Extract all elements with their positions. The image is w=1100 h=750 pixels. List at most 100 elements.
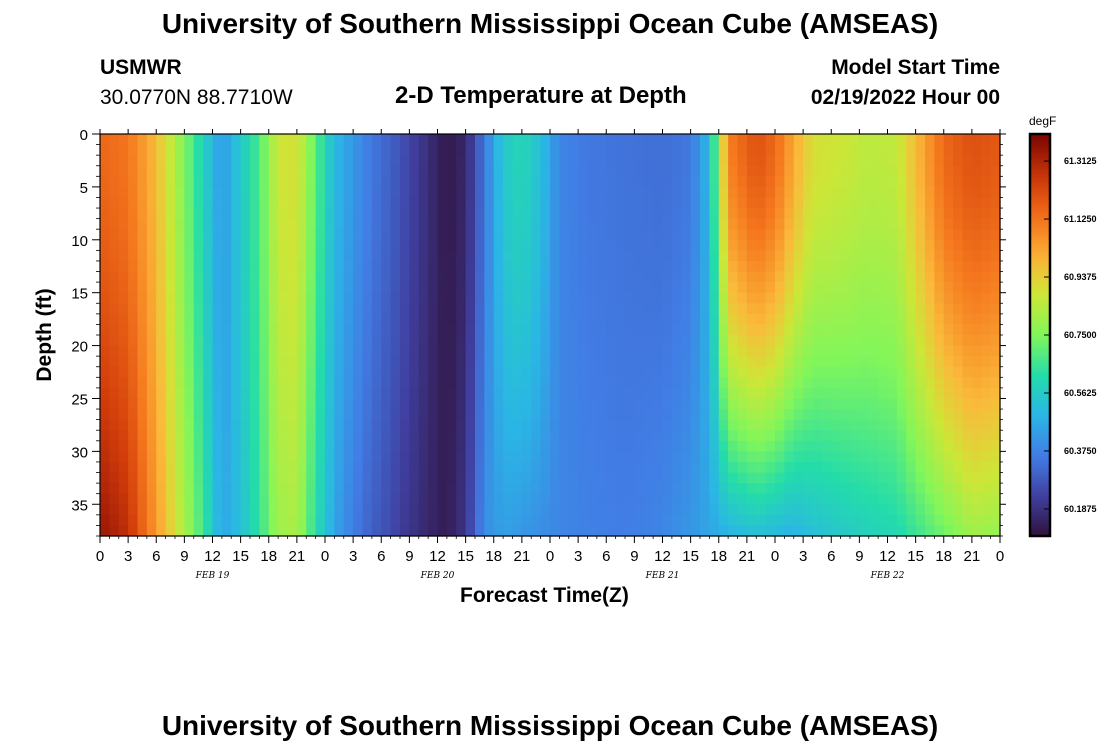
heatmap-cell — [512, 292, 523, 304]
heatmap-cell — [465, 387, 476, 400]
heatmap-cell — [671, 366, 682, 378]
heatmap-cell — [400, 504, 410, 516]
heatmap-cell — [531, 419, 542, 431]
heatmap-cell — [887, 398, 898, 410]
heatmap-cell — [306, 504, 317, 516]
heatmap-cell — [278, 366, 289, 378]
heatmap-cell — [381, 504, 392, 516]
heatmap-cell — [578, 440, 589, 452]
heatmap-cell — [156, 292, 167, 304]
heatmap-cell — [409, 165, 420, 177]
heatmap-cell — [531, 451, 542, 463]
heatmap-cell — [343, 250, 354, 262]
heatmap-cell — [568, 472, 579, 484]
heatmap-cell — [540, 335, 551, 347]
heatmap-cell — [437, 472, 448, 484]
heatmap-cell — [878, 313, 889, 326]
heatmap-cell — [334, 208, 345, 220]
x-tick-label: 0 — [771, 548, 779, 565]
heatmap-cell — [353, 144, 364, 156]
heatmap-cell — [128, 134, 139, 146]
heatmap-cell — [596, 229, 607, 241]
heatmap-cell — [231, 398, 242, 410]
heatmap-cell — [250, 208, 260, 220]
heatmap-cell — [737, 260, 748, 273]
heatmap-cell — [812, 313, 823, 326]
heatmap-cell — [531, 387, 542, 400]
heatmap-cell — [671, 451, 682, 463]
heatmap-cell — [662, 451, 673, 463]
heatmap-cell — [634, 313, 645, 326]
heatmap-cell — [700, 398, 710, 410]
heatmap-cell — [221, 165, 232, 177]
heatmap-cell — [596, 313, 607, 326]
heatmap-cell — [493, 303, 504, 315]
heatmap-cell — [287, 461, 298, 474]
heatmap-cell — [353, 186, 364, 199]
heatmap-cell — [765, 218, 776, 230]
heatmap-cell — [718, 377, 729, 389]
heatmap-cell — [315, 525, 326, 537]
heatmap-cell — [971, 514, 982, 527]
heatmap-cell — [934, 165, 945, 177]
heatmap-cell — [840, 176, 851, 188]
heatmap-cell — [100, 514, 110, 527]
heatmap-cell — [793, 377, 804, 389]
heatmap-cell — [156, 483, 167, 495]
heatmap-cell — [568, 419, 579, 431]
heatmap-cell — [981, 377, 992, 389]
heatmap-cell — [343, 313, 354, 326]
heatmap-cell — [400, 335, 410, 347]
heatmap-cell — [296, 504, 307, 516]
heatmap-cell — [540, 134, 551, 146]
heatmap-cell — [990, 398, 1001, 410]
heatmap-cell — [287, 208, 298, 220]
heatmap-cell — [296, 313, 307, 326]
heatmap-cell — [887, 409, 898, 421]
heatmap-cell — [334, 176, 345, 188]
heatmap-cell — [821, 419, 832, 431]
heatmap-cell — [559, 218, 570, 230]
heatmap-cell — [803, 208, 814, 220]
heatmap-cell — [371, 239, 382, 251]
heatmap-cell — [700, 313, 710, 326]
heatmap-cell — [943, 377, 954, 389]
heatmap-cell — [259, 144, 270, 156]
heatmap-cell — [775, 134, 785, 146]
heatmap-cell — [146, 197, 157, 209]
heatmap-cell — [896, 134, 907, 146]
heatmap-cell — [362, 239, 373, 251]
heatmap-cell — [381, 239, 392, 251]
heatmap-cell — [446, 451, 457, 463]
heatmap-cell — [671, 398, 682, 410]
heatmap-cell — [400, 398, 410, 410]
heatmap-cell — [503, 451, 514, 463]
heatmap-cell — [128, 504, 139, 516]
heatmap-cell — [400, 313, 410, 326]
heatmap-cell — [971, 335, 982, 347]
heatmap-cell — [212, 345, 223, 357]
heatmap-cell — [653, 430, 664, 442]
heatmap-cell — [465, 250, 476, 262]
heatmap-cell — [990, 134, 1001, 146]
heatmap-cell — [925, 377, 935, 389]
heatmap-cell — [212, 514, 223, 527]
heatmap-cell — [953, 313, 964, 326]
heatmap-cell — [906, 335, 917, 347]
heatmap-cell — [456, 377, 467, 389]
heatmap-cell — [184, 398, 195, 410]
heatmap-cell — [512, 335, 523, 347]
heatmap-cell — [793, 155, 804, 167]
heatmap-cell — [540, 504, 551, 516]
heatmap-cell — [765, 430, 776, 442]
heatmap-cell — [428, 313, 439, 326]
heatmap-cell — [821, 282, 832, 294]
heatmap-cell — [503, 239, 514, 251]
heatmap-cell — [437, 239, 448, 251]
heatmap-cell — [456, 472, 467, 484]
heatmap-cell — [634, 208, 645, 220]
heatmap-cell — [137, 186, 148, 199]
heatmap-cell — [878, 409, 889, 421]
heatmap-cell — [193, 282, 204, 294]
heatmap-cell — [306, 377, 317, 389]
